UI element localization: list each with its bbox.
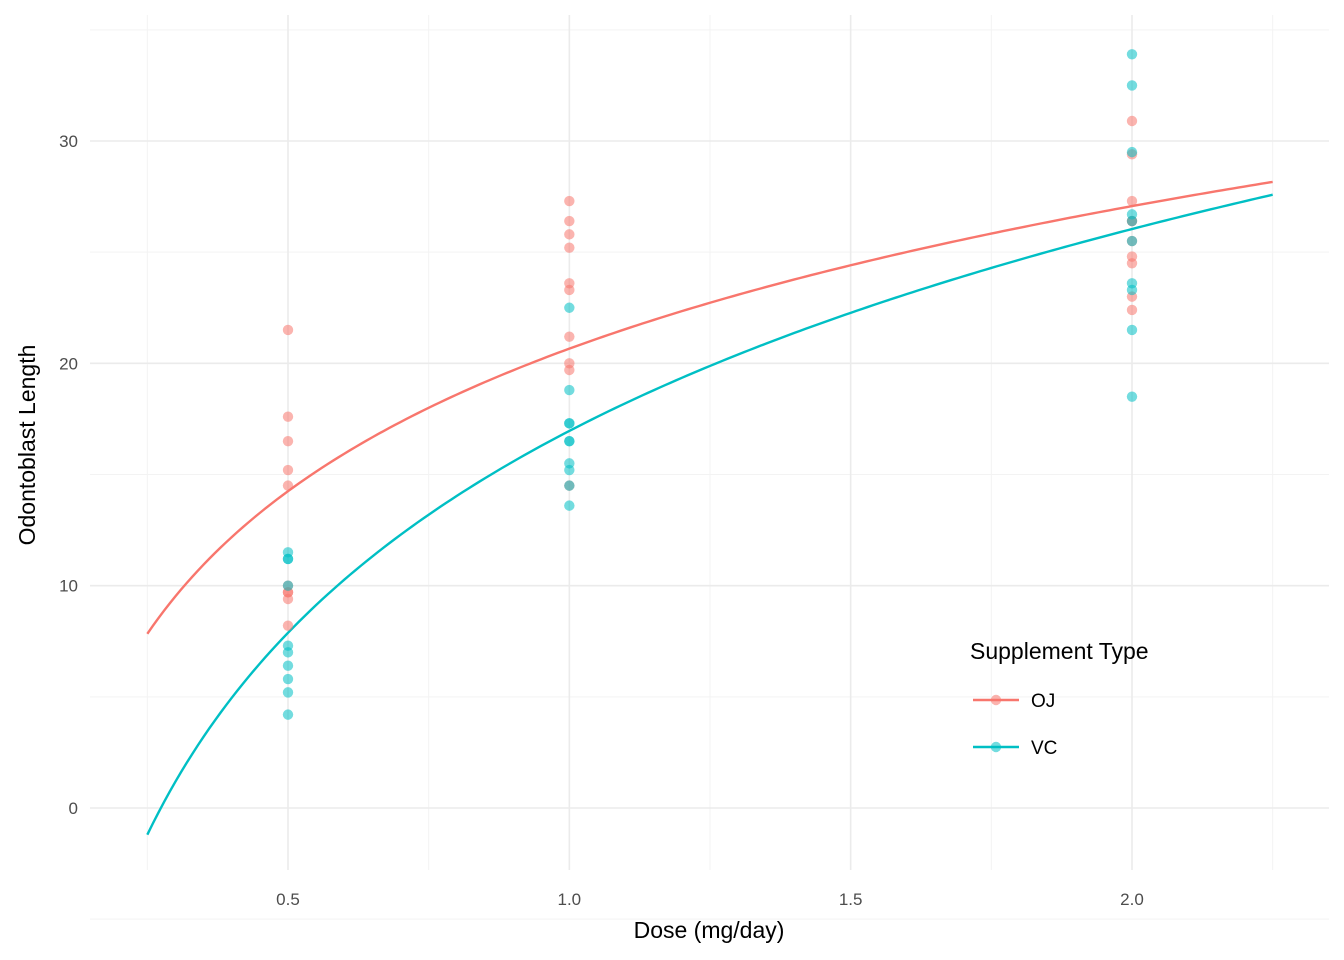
x-tick-label: 0.5 [276, 890, 300, 909]
data-point-vc [1126, 391, 1138, 402]
data-point-vc [1126, 284, 1138, 296]
data-point-vc [564, 480, 575, 491]
legend-items: OJ VC [973, 691, 1057, 759]
data-point-oj [282, 620, 294, 631]
legend: Supplement Type OJ VC [970, 638, 1149, 759]
data-point-oj [564, 242, 575, 253]
y-tick-label: 30 [59, 132, 78, 151]
fit-curve-oj [146, 180, 1273, 635]
y-tick-label: 10 [59, 577, 78, 596]
legend-label-oj: OJ [1031, 691, 1055, 712]
legend-title: Supplement Type [970, 638, 1149, 664]
x-tick-label: 1.5 [839, 890, 863, 909]
data-point-vc [564, 435, 575, 447]
legend-key-point-oj [990, 694, 1002, 706]
y-axis-title: Odontoblast Length [14, 345, 40, 546]
data-point-vc [282, 709, 294, 720]
legend-key-point-vc [990, 741, 1002, 753]
data-point-vc [1126, 209, 1138, 220]
data-point-oj [282, 411, 294, 422]
data-point-oj [1126, 251, 1138, 262]
data-point-vc [282, 660, 294, 671]
data-point-vc [564, 418, 575, 429]
legend-label-vc: VC [1031, 738, 1057, 759]
data-point-vc [282, 647, 294, 658]
x-axis-ticks: 0.5 1.0 1.5 2.0 [276, 890, 1144, 909]
data-point-vc [282, 553, 294, 565]
y-tick-label: 0 [69, 799, 78, 818]
x-tick-label: 1.0 [558, 890, 582, 909]
data-point-oj [564, 215, 575, 227]
data-point-oj [282, 324, 294, 336]
data-point-vc [282, 687, 294, 698]
data-point-vc [564, 302, 575, 313]
fit-curves [146, 180, 1273, 836]
data-point-oj [282, 480, 294, 491]
data-point-vc [1126, 80, 1138, 91]
data-point-vc [564, 384, 575, 396]
y-axis-ticks: 0 10 20 30 [59, 132, 78, 818]
y-tick-label: 20 [59, 354, 78, 373]
data-point-oj [282, 464, 294, 476]
data-point-vc [282, 673, 294, 685]
data-point-oj [1126, 115, 1138, 127]
data-point-vc [1126, 324, 1138, 336]
data-point-vc [1126, 146, 1138, 158]
data-point-vc [1126, 235, 1138, 247]
data-point-oj [564, 331, 575, 342]
data-point-vc [564, 458, 575, 469]
data-point-vc [282, 580, 294, 591]
data-point-oj [1126, 195, 1138, 207]
data-point-oj [564, 278, 575, 289]
data-point-oj [1126, 304, 1138, 316]
data-point-vc [564, 500, 575, 511]
data-point-oj [564, 358, 575, 369]
x-tick-label: 2.0 [1120, 890, 1144, 909]
minor-gridlines [90, 15, 1329, 920]
fit-curve-vc [146, 193, 1273, 836]
x-axis-title: Dose (mg/day) [634, 917, 785, 943]
data-point-oj [282, 435, 294, 447]
data-point-oj [564, 229, 575, 240]
data-points [282, 49, 1138, 720]
data-point-vc [1126, 49, 1138, 60]
data-point-oj [564, 195, 575, 207]
major-gridlines [90, 15, 1329, 870]
